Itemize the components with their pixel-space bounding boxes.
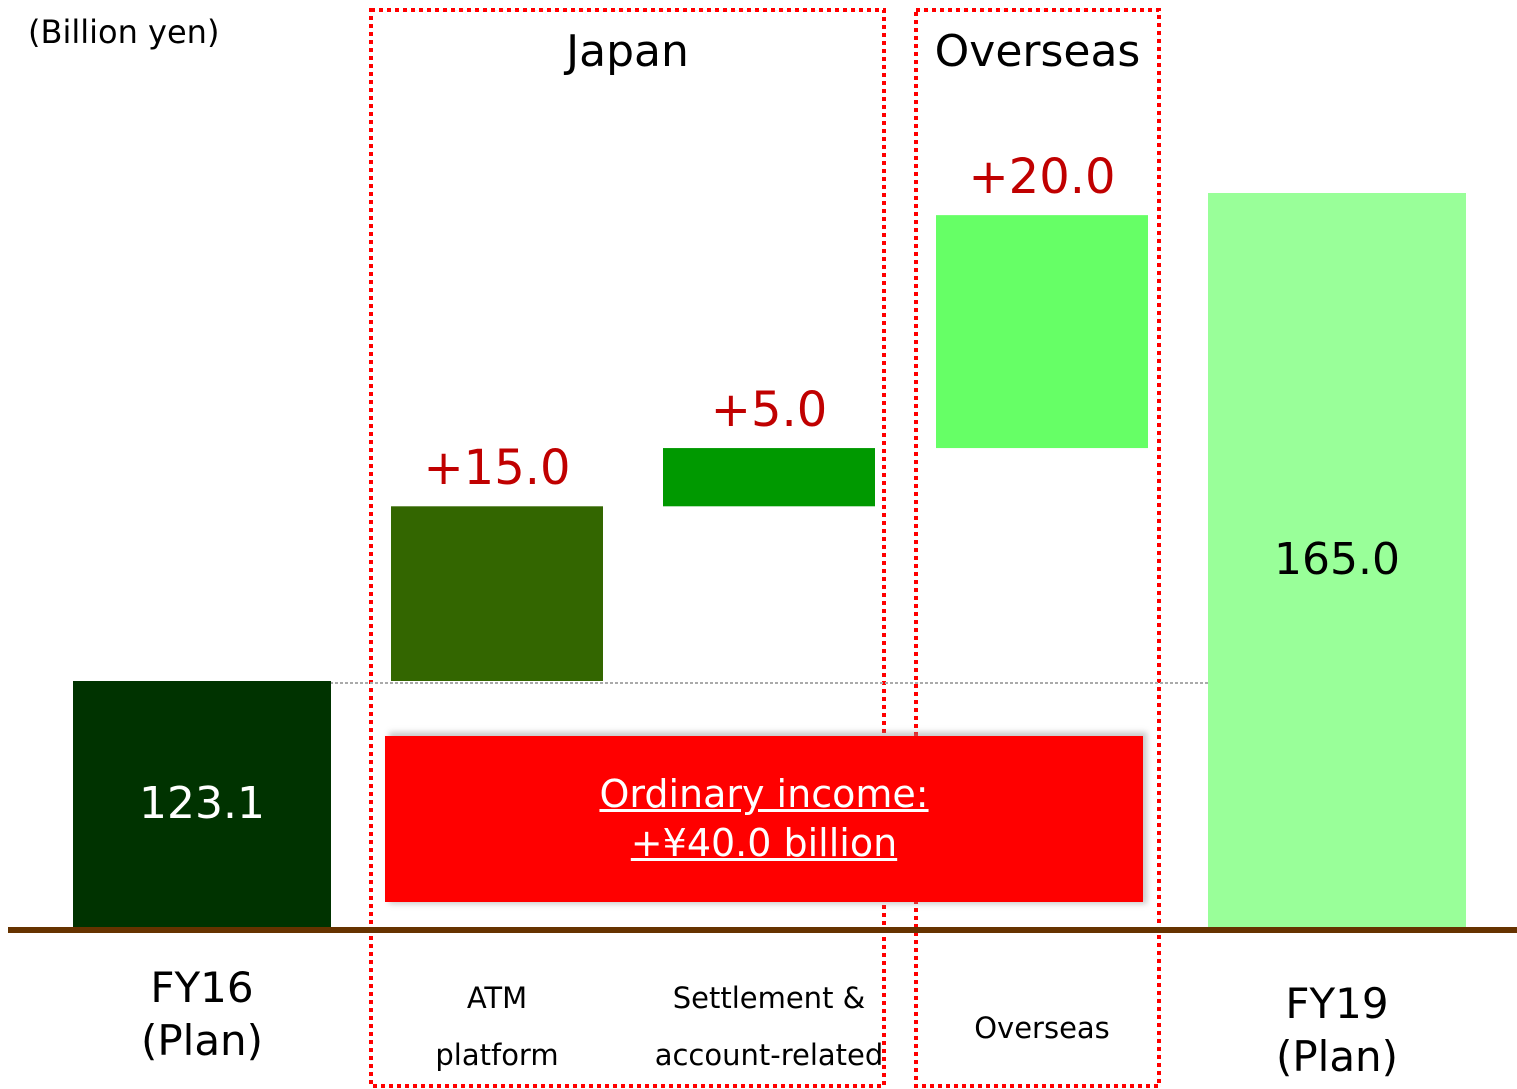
bar — [73, 681, 331, 930]
x-tick-label: ATM platform — [435, 981, 559, 1072]
value-label: +15.0 — [423, 440, 571, 497]
bar — [391, 506, 603, 681]
x-tick-label: Overseas — [974, 1011, 1110, 1045]
value-label: 165.0 — [1274, 533, 1400, 585]
annotation-box — [385, 736, 1143, 902]
japan-group-box — [369, 8, 886, 1088]
annotation: Ordinary income: +¥40.0 billion — [599, 772, 929, 866]
group-label: Japan — [566, 26, 689, 77]
bar — [936, 215, 1148, 449]
unit-label: (Billion yen) — [28, 13, 220, 51]
bar — [1208, 193, 1466, 930]
x-tick-label: FY16 (Plan) — [140, 963, 264, 1065]
x-tick-label: Settlement & account-related — [654, 981, 884, 1072]
x-tick-label: FY19 (Plan) — [1275, 979, 1399, 1081]
value-label: +5.0 — [710, 382, 828, 439]
value-label: 123.1 — [139, 777, 265, 829]
overseas-group-box — [914, 8, 1161, 1088]
group-label: Overseas — [934, 26, 1141, 77]
value-label: +20.0 — [968, 149, 1116, 206]
bar — [663, 448, 875, 507]
